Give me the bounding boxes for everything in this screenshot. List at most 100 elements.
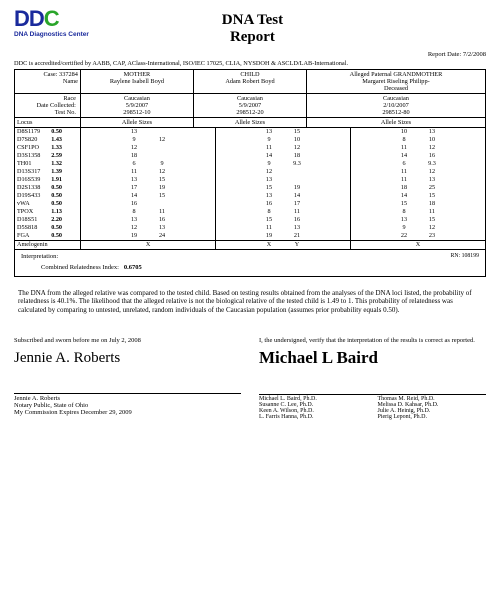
m-allele-1: 13: [127, 128, 141, 135]
pi-value: 1.39: [51, 168, 75, 175]
m-allele-2: 15: [155, 192, 169, 199]
m-allele-1: 14: [127, 192, 141, 199]
a-allele-1: 11: [397, 176, 411, 183]
table-row: D8S11790.501313151013: [15, 128, 486, 136]
header: DDC DNA Diagnostics Center DNA Test Repo…: [14, 10, 486, 47]
locus-name: CSF1PO: [17, 144, 51, 151]
notary-column: Subscribed and sworn before me on July 2…: [14, 337, 241, 420]
m-allele-1: 19: [127, 232, 141, 239]
logo-subtitle: DNA Diagnostics Center: [14, 31, 89, 38]
logo-c: C: [44, 6, 59, 31]
logo-d2: D: [29, 6, 44, 31]
c-allele-2: [290, 176, 304, 183]
c-allele-2: 11: [290, 208, 304, 215]
m-allele-1: 12: [127, 144, 141, 151]
pi-value: 0.50: [51, 128, 75, 135]
title-line2: Report: [89, 29, 416, 46]
cri-label: Combined Relatedness Index:: [41, 264, 119, 271]
table-row: TH011.326999.369.3: [15, 160, 486, 168]
locus-name: D19S433: [17, 192, 51, 199]
c-allele-2: 15: [290, 128, 304, 135]
a-allele-2: 9.3: [425, 160, 439, 167]
a-allele-1: 11: [397, 168, 411, 175]
a-allele-2: 15: [425, 216, 439, 223]
c-allele-2: 18: [290, 152, 304, 159]
phd-list: Michael L. Baird, Ph.D.Thomas M. Reid, P…: [259, 396, 486, 420]
title-line1: DNA Test: [89, 12, 416, 29]
director-column: I, the undersigned, verify that the inte…: [259, 337, 486, 420]
locus-name: D2S1338: [17, 184, 51, 191]
pi-value: 0.50: [51, 184, 75, 191]
locus-name: D5S818: [17, 224, 51, 231]
case-label: Case:: [43, 71, 57, 78]
verify-text: I, the undersigned, verify that the inte…: [259, 337, 486, 344]
name-label: Name: [63, 78, 78, 85]
alleged-date: 2/10/2007: [383, 102, 409, 109]
c-allele-2: 19: [290, 184, 304, 191]
table-row: D19S4330.50141513141415: [15, 192, 486, 200]
pi-value: 1.43: [51, 136, 75, 143]
m-allele-2: 16: [155, 216, 169, 223]
a-allele-2: 12: [425, 144, 439, 151]
report-date: Report Date: 7/2/2008: [14, 51, 486, 58]
c-allele-1: 15: [262, 216, 276, 223]
c-allele-2: 9.3: [290, 160, 304, 167]
alleged-testno: 298512-80: [382, 109, 409, 116]
a-allele-1: 14: [397, 152, 411, 159]
a-allele-1: 11: [397, 144, 411, 151]
pi-value: 2.59: [51, 152, 75, 159]
case-number: 337284: [59, 71, 78, 78]
locus-name: D18S51: [17, 216, 51, 223]
allele-header-alleged: Allele Sizes: [307, 117, 486, 127]
m-allele-1: 13: [127, 216, 141, 223]
interp-label: Interpretation:: [21, 253, 479, 260]
c-allele-1: 15: [262, 184, 276, 191]
report-date-value: 7/2/2008: [463, 51, 486, 58]
m-allele-1: 11: [127, 168, 141, 175]
a-allele-1: 22: [397, 232, 411, 239]
m-allele-2: [155, 144, 169, 151]
c-allele-1: 11: [262, 144, 276, 151]
table-row: FGA0.50192419212223: [15, 232, 486, 241]
a-allele-2: 13: [425, 128, 439, 135]
accreditation-line: DDC is accredited/certified by AABB, CAP…: [14, 60, 486, 67]
a-allele-1: 8: [397, 208, 411, 215]
m-allele-2: 12: [155, 136, 169, 143]
c-allele-1: 8: [262, 208, 276, 215]
locus-name: D16S539: [17, 176, 51, 183]
a-allele-2: 12: [425, 168, 439, 175]
phd-name: L. Farris Hanna, Ph.D.: [259, 414, 368, 420]
date-collected-label: Date Collected:: [37, 102, 76, 109]
c-allele-2: 21: [290, 232, 304, 239]
a-allele-1: 6: [397, 160, 411, 167]
c-allele-1: 9: [262, 136, 276, 143]
m-allele-1: 17: [127, 184, 141, 191]
testno-label: Test No.: [55, 109, 76, 116]
child-race: Caucasian: [237, 95, 263, 102]
m-allele-2: 19: [155, 184, 169, 191]
notary-signature: Jennie A. Roberts: [14, 350, 241, 367]
amel-child-2: Y: [290, 241, 304, 248]
alleged-name2: Deceased: [309, 85, 483, 92]
m-allele-1: 6: [127, 160, 141, 167]
a-allele-1: 18: [397, 184, 411, 191]
pi-value: 0.50: [51, 224, 75, 231]
c-allele-2: 16: [290, 216, 304, 223]
pi-value: 1.32: [51, 160, 75, 167]
m-allele-2: 11: [155, 208, 169, 215]
alleged-race: Caucasian: [383, 95, 409, 102]
allele-header-mother: Allele Sizes: [80, 117, 193, 127]
narrative: The DNA from the alleged relative was co…: [18, 289, 482, 315]
alleged-role: Alleged Paternal GRANDMOTHER: [309, 71, 483, 78]
c-allele-1: 13: [262, 176, 276, 183]
a-allele-1: 8: [397, 136, 411, 143]
a-allele-2: 15: [425, 192, 439, 199]
mother-testno: 298512-10: [123, 109, 150, 116]
c-allele-2: 17: [290, 200, 304, 207]
m-allele-1: 18: [127, 152, 141, 159]
c-allele-1: 16: [262, 200, 276, 207]
mother-date: 5/9/2007: [126, 102, 148, 109]
amel-child-1: X: [262, 241, 276, 248]
pi-value: 1.33: [51, 144, 75, 151]
table-row: D7S8201.43912910810: [15, 136, 486, 144]
